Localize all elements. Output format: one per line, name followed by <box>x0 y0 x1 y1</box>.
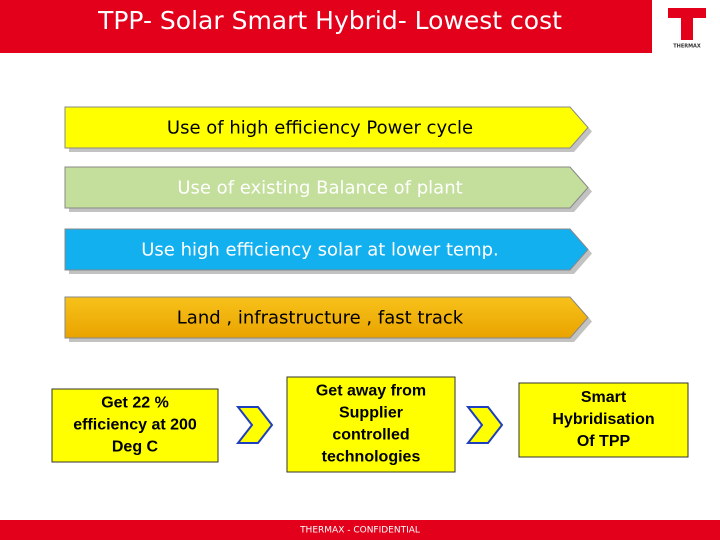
chevron <box>235 406 274 444</box>
step-arrow <box>64 296 589 339</box>
box-line: Hybridisation <box>552 411 654 428</box>
box-line: efficiency at 200 <box>73 417 197 434</box>
box-line: controlled <box>332 427 409 444</box>
header-bar <box>0 0 720 53</box>
chevron <box>465 406 504 444</box>
box-line: Smart <box>581 389 627 406</box>
footer: THERMAX - CONFIDENTIAL <box>299 526 420 536</box>
step-arrow <box>64 166 589 209</box>
box <box>286 376 456 473</box>
box-line: technologies <box>322 449 421 466</box>
box-line: Of TPP <box>577 433 631 450</box>
step-arrow <box>64 106 589 149</box>
box-line: Get 22 % <box>101 395 169 412</box>
box-line: Supplier <box>339 405 403 422</box>
box-line: Get away from <box>316 383 426 400</box>
step-arrow <box>64 228 589 271</box>
step-text: Use high efficiency solar at lower temp. <box>141 240 499 261</box>
box <box>51 388 219 463</box>
logo-text: THERMAX <box>673 44 701 50</box>
logo-mark <box>668 8 706 40</box>
step-text: Use of existing Balance of plant <box>177 178 462 199</box>
box-line: Deg C <box>112 439 159 456</box>
step-text: Land , infrastructure , fast track <box>177 308 464 329</box>
title: TPP- Solar Smart Hybrid- Lowest cost <box>97 6 562 35</box>
step-text: Use of high efficiency Power cycle <box>167 118 473 139</box>
box <box>518 382 689 458</box>
footer-bar <box>0 520 720 540</box>
